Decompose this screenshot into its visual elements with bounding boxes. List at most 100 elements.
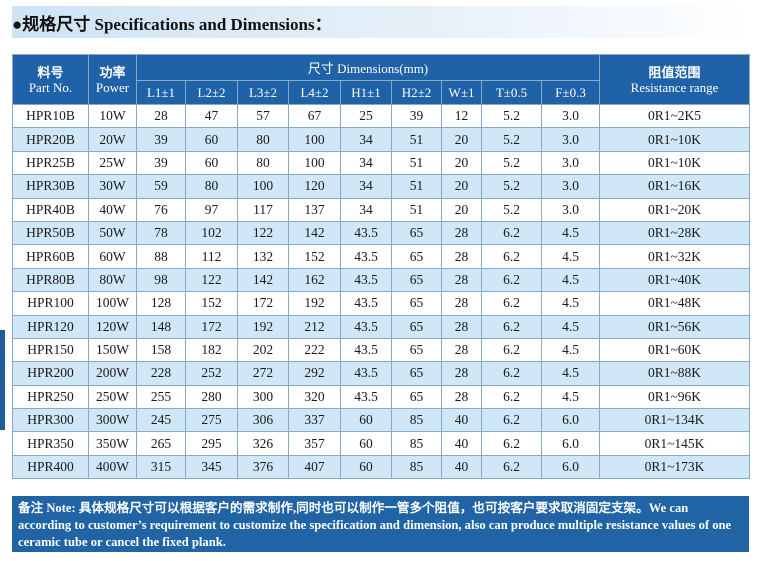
cell-t: 6.2 — [481, 361, 542, 386]
cell-t: 6.2 — [481, 384, 542, 410]
cell-l2: 280 — [185, 384, 238, 410]
cell-w: 28 — [441, 384, 482, 410]
cell-l3: 142 — [237, 267, 289, 293]
cell-l1: 88 — [136, 244, 186, 269]
cell-part: HPR250 — [12, 384, 89, 410]
cell-range: 0R1~2K5 — [599, 103, 751, 129]
cell-f: 3.0 — [540, 103, 601, 129]
cell-l2: 60 — [185, 127, 238, 152]
left-edge-strip — [0, 330, 5, 430]
cell-l2: 60 — [185, 150, 238, 176]
cell-t: 6.2 — [481, 454, 542, 480]
cell-t: 6.2 — [481, 220, 542, 246]
cell-l4: 357 — [288, 431, 341, 456]
cell-part: HPR20B — [12, 127, 89, 152]
cell-power: 300W — [88, 408, 137, 433]
table-row: HPR350 350W 265 295 326 357 60 85 40 6.2 6.0 0R1~14… — [12, 431, 751, 456]
cell-range: 0R1~173K — [599, 454, 751, 480]
cell-w: 40 — [441, 431, 482, 456]
cell-h1: 43.5 — [340, 267, 392, 293]
header-dimensions: 尺寸 Dimensions(mm) — [135, 54, 601, 81]
header-dim-8: F±0.3 — [540, 80, 601, 105]
cell-power: 60W — [88, 244, 137, 269]
cell-h2: 51 — [391, 150, 442, 176]
cell-l4: 120 — [288, 174, 341, 199]
cell-l1: 78 — [136, 220, 186, 246]
cell-w: 40 — [441, 408, 482, 433]
cell-l4: 222 — [288, 337, 341, 363]
cell-l1: 245 — [136, 408, 186, 433]
cell-part: HPR300 — [12, 408, 89, 433]
cell-l2: 182 — [185, 337, 238, 363]
cell-h2: 65 — [391, 267, 442, 293]
cell-part: HPR400 — [12, 454, 89, 480]
cell-l2: 172 — [185, 314, 238, 339]
cell-h2: 85 — [391, 454, 442, 480]
cell-power: 120W — [88, 314, 137, 339]
cell-l4: 337 — [288, 408, 341, 433]
table-row: HPR150 150W 158 182 202 222 43.5 65 28 6.2 4.5 0R1~… — [12, 337, 751, 363]
cell-t: 6.2 — [481, 291, 542, 316]
cell-range: 0R1~88K — [599, 361, 751, 386]
cell-f: 4.5 — [540, 267, 601, 293]
table-row: HPR100 100W 128 152 172 192 43.5 65 28 6.2 4.5 0R1~… — [12, 291, 751, 316]
cell-range: 0R1~10K — [599, 150, 751, 176]
cell-w: 28 — [441, 267, 482, 293]
cell-part: HPR30B — [12, 174, 89, 199]
cell-l2: 345 — [185, 454, 238, 480]
cell-l2: 275 — [185, 408, 238, 433]
cell-t: 5.2 — [481, 174, 542, 199]
table-row: HPR200 200W 228 252 272 292 43.5 65 28 6.2 4.5 0R1~… — [12, 361, 751, 386]
header-dim-4: H1±1 — [340, 80, 392, 105]
table-row: HPR50B 50W 78 102 122 142 43.5 65 28 6.2 4.5 0R1~28… — [12, 220, 751, 246]
cell-l3: 376 — [237, 454, 289, 480]
page-title: ●规格尺寸 Specifications and Dimensions： — [12, 14, 332, 34]
cell-part: HPR60B — [12, 244, 89, 269]
cell-h1: 43.5 — [340, 384, 392, 410]
cell-power: 10W — [88, 103, 137, 129]
table-row: HPR400 400W 315 345 376 407 60 85 40 6.2 6.0 0R1~17… — [12, 454, 751, 480]
cell-h1: 34 — [340, 197, 392, 222]
cell-h2: 51 — [391, 197, 442, 222]
cell-f: 6.0 — [540, 408, 601, 433]
cell-f: 4.5 — [540, 314, 601, 339]
cell-h1: 60 — [340, 454, 392, 480]
cell-l1: 148 — [136, 314, 186, 339]
cell-l4: 142 — [288, 220, 341, 246]
cell-w: 28 — [441, 337, 482, 363]
cell-part: HPR40B — [12, 197, 89, 222]
cell-f: 4.5 — [540, 244, 601, 269]
header-dimensions-label: 尺寸 Dimensions(mm) — [307, 61, 429, 76]
cell-l3: 306 — [237, 408, 289, 433]
header-dim-3: L4±2 — [288, 80, 341, 105]
header-part-zh: 料号 — [37, 64, 64, 80]
cell-w: 28 — [441, 291, 482, 316]
cell-l3: 57 — [237, 103, 289, 129]
cell-l3: 326 — [237, 431, 289, 456]
cell-l1: 28 — [136, 103, 186, 129]
header-dim-2: L3±2 — [237, 80, 289, 105]
cell-power: 25W — [88, 150, 137, 176]
cell-l3: 172 — [237, 291, 289, 316]
cell-h1: 34 — [340, 174, 392, 199]
cell-l1: 59 — [136, 174, 186, 199]
cell-t: 5.2 — [481, 127, 542, 152]
cell-l1: 265 — [136, 431, 186, 456]
cell-power: 20W — [88, 127, 137, 152]
cell-range: 0R1~56K — [599, 314, 751, 339]
cell-l2: 97 — [185, 197, 238, 222]
cell-part: HPR25B — [12, 150, 89, 176]
cell-l1: 39 — [136, 150, 186, 176]
cell-l4: 100 — [288, 150, 341, 176]
cell-l4: 407 — [288, 454, 341, 480]
cell-l1: 76 — [136, 197, 186, 222]
spec-table: 料号 Part No. 功率 Power 尺寸 Dimensions(mm) 阻… — [12, 54, 751, 480]
table-row: HPR20B 20W 39 60 80 100 34 51 20 5.2 3.0 0R1~10K — [12, 127, 751, 152]
cell-f: 3.0 — [540, 197, 601, 222]
cell-w: 40 — [441, 454, 482, 480]
header-dim-5: H2±2 — [391, 80, 442, 105]
cell-h2: 65 — [391, 244, 442, 269]
cell-power: 40W — [88, 197, 137, 222]
table-header: 料号 Part No. 功率 Power 尺寸 Dimensions(mm) 阻… — [12, 54, 751, 105]
cell-h2: 65 — [391, 337, 442, 363]
